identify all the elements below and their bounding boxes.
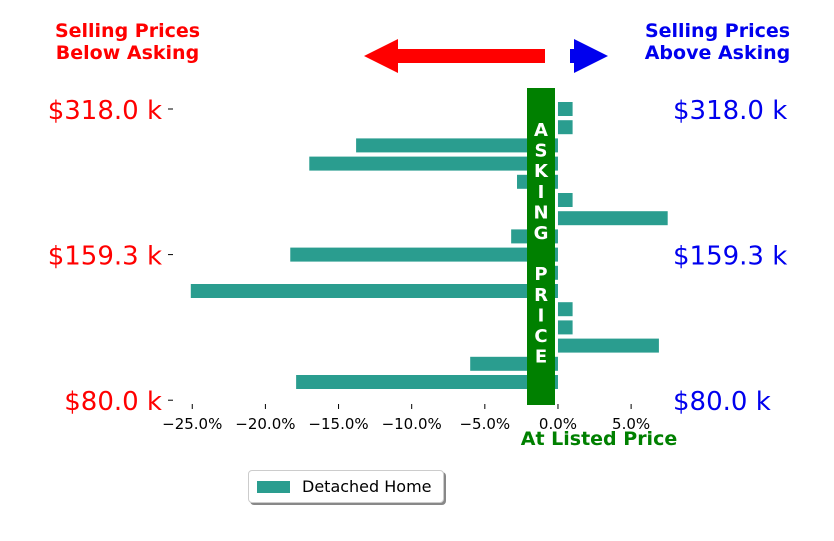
y-tick-label-right: $80.0 k [673,387,771,417]
bar [557,120,573,135]
bars [190,102,668,389]
x-tick-label: −5.0% [459,415,510,433]
y-tick-label-right: $318.0 k [673,96,787,126]
x-axis-label: At Listed Price [521,428,677,450]
legend-swatch [257,480,290,493]
y-tick-label-left: $318.0 k [48,96,162,126]
bar [309,156,558,171]
bar [356,138,558,153]
asking-letter: R [534,285,548,306]
asking-letter: N [533,202,548,223]
bar [190,284,558,298]
bar [557,193,573,207]
bar [296,375,558,389]
bar [557,102,573,116]
x-axis: −25.0% −20.0% −15.0% −10.0% −5.0% 0.0% 5.0% [162,404,650,433]
x-tick-label: 0.0% [539,415,577,433]
arrow-left-icon [364,39,545,73]
asking-letter: C [534,326,547,347]
bar [290,247,558,262]
above-asking-heading: Selling Prices Above Asking [610,20,825,64]
asking-letter: G [534,223,549,244]
asking-price-band [527,88,555,405]
bar [557,338,659,353]
y-tick-label-left: $80.0 k [64,387,162,417]
asking-letter: S [535,141,548,162]
x-tick-label: −25.0% [162,415,222,433]
legend: Detached Home [248,470,444,503]
arrow-right-icon [570,39,608,73]
asking-letter: I [538,182,545,203]
asking-letter: K [534,161,549,182]
bar [557,320,573,335]
asking-letter: I [538,305,545,326]
below-asking-line2: Below Asking [55,42,200,64]
above-asking-line2: Above Asking [644,42,791,64]
asking-letter: E [535,347,547,368]
x-tick-label: −15.0% [308,415,368,433]
legend-label: Detached Home [302,477,432,496]
asking-letter: A [534,120,548,141]
asking-letter: P [534,264,547,285]
above-asking-line1: Selling Prices [644,20,791,42]
below-asking-heading: Selling Prices Below Asking [20,20,235,64]
x-tick-label: −20.0% [235,415,295,433]
x-tick-label: 5.0% [612,415,650,433]
x-tick-label: −10.0% [382,415,442,433]
y-axis-right: $318.0 k $159.3 k $80.0 k [673,96,787,417]
below-asking-line1: Selling Prices [54,20,201,42]
y-tick-label-left: $159.3 k [48,242,162,272]
y-tick-label-right: $159.3 k [673,242,787,272]
y-axis-left: $318.0 k $159.3 k $80.0 k [48,96,173,417]
bar [557,302,573,317]
bar [557,211,668,226]
